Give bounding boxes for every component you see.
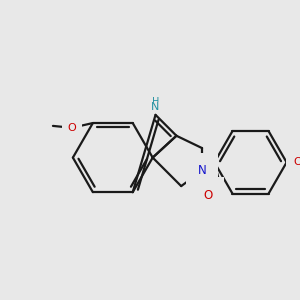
- Text: O: O: [294, 157, 300, 167]
- Text: N: N: [198, 164, 206, 177]
- Text: O: O: [68, 123, 76, 133]
- Text: H: H: [152, 97, 159, 107]
- Text: O: O: [203, 189, 212, 202]
- Text: N: N: [151, 102, 160, 112]
